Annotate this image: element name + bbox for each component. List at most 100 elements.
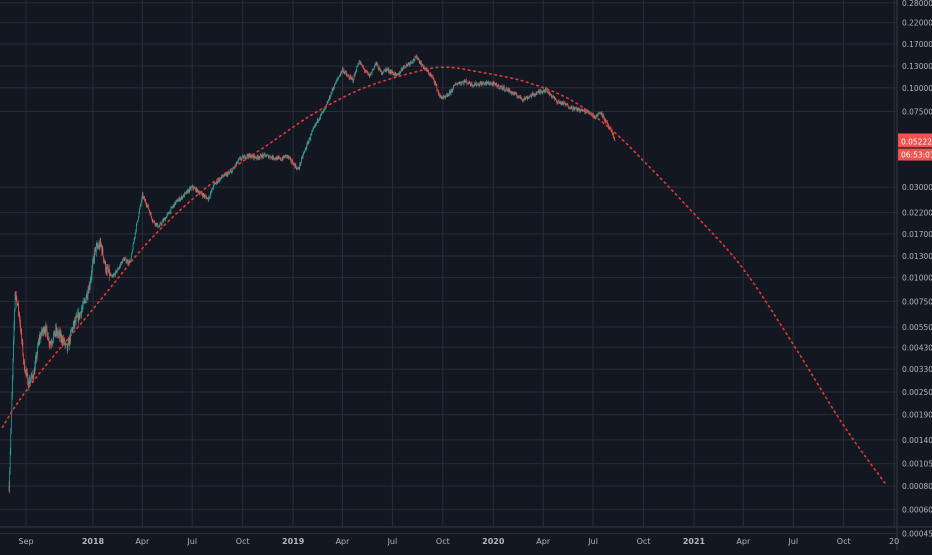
candle-body — [186, 190, 188, 192]
candle-body — [144, 197, 145, 201]
candle-body — [604, 119, 605, 121]
candle-body — [203, 195, 205, 197]
candle-body — [387, 68, 389, 70]
candle-body — [321, 111, 323, 113]
candle-body — [101, 246, 103, 253]
candle-body — [222, 176, 224, 178]
candle-body — [602, 114, 604, 117]
candle-body — [240, 157, 241, 160]
candle-body — [47, 339, 49, 341]
candle-body — [605, 120, 607, 122]
candle-body — [468, 81, 470, 84]
candle-body — [102, 248, 104, 256]
candle-body — [464, 80, 466, 82]
candle-body — [27, 374, 29, 385]
candle-body — [436, 84, 438, 90]
candle-body — [574, 107, 576, 109]
candle-body — [26, 372, 28, 375]
candle-body — [23, 354, 24, 360]
candle-body — [354, 74, 355, 76]
candle-body — [307, 142, 309, 145]
candle-body — [578, 107, 580, 110]
candle-body — [444, 96, 446, 98]
candle-body — [361, 63, 363, 65]
candle-body — [280, 157, 281, 160]
candle-body — [110, 273, 111, 276]
candle-body — [245, 158, 246, 159]
candle-body — [395, 72, 397, 74]
candle-body — [486, 81, 488, 84]
candle-body — [59, 332, 61, 337]
candle-body — [371, 70, 373, 73]
candle-body — [216, 181, 218, 184]
candle-body — [192, 185, 194, 188]
candle-body — [408, 63, 410, 64]
candle-body — [500, 86, 501, 88]
candle-body — [401, 69, 403, 70]
candle-body — [122, 258, 124, 260]
candle-body — [378, 67, 380, 70]
candle-body — [384, 69, 386, 71]
candle-body — [500, 86, 502, 87]
candle-body — [183, 194, 184, 198]
candle-body — [360, 62, 361, 65]
candle-body — [135, 224, 137, 231]
candle-body — [564, 102, 565, 105]
candle-body — [424, 67, 426, 70]
candle-body — [434, 82, 436, 84]
candle-body — [318, 120, 319, 122]
candle-body — [74, 321, 75, 325]
candle-body — [397, 75, 399, 76]
candle-body — [599, 113, 601, 114]
candle-body — [438, 93, 440, 96]
candle-body — [324, 108, 325, 110]
candle-body — [246, 154, 248, 157]
candle-body — [85, 298, 87, 303]
candle-body — [249, 154, 251, 156]
candle-body — [120, 263, 122, 265]
candle-body — [474, 84, 476, 86]
candle-body — [337, 78, 338, 80]
candle-body — [126, 260, 128, 262]
candle-body — [173, 204, 175, 207]
candle-body — [77, 314, 79, 321]
time-axis[interactable]: Sep 2018 Apr Jul Oct 2019 Apr Jul Oct 2020 Apr Jul O… — [0, 526, 932, 546]
candle-body — [455, 83, 456, 86]
candle-body — [530, 95, 531, 97]
candle-body — [313, 127, 314, 130]
candle-body — [508, 89, 510, 92]
candle-body — [546, 89, 548, 92]
candle-body — [227, 173, 229, 176]
candle-body — [255, 157, 257, 159]
time-tick-label: Apr — [536, 537, 551, 546]
candle-body — [341, 71, 342, 73]
candle-body — [511, 92, 513, 93]
candle-body — [303, 151, 305, 154]
candle-body — [221, 176, 223, 178]
candle-body — [93, 257, 94, 259]
candle-body — [484, 83, 485, 85]
candle-body — [235, 163, 237, 166]
candle-body — [30, 377, 32, 380]
candle-body — [289, 157, 291, 159]
candle-body — [137, 220, 138, 223]
candle-body — [386, 68, 388, 70]
candle-body — [189, 187, 191, 189]
candle-body — [305, 148, 307, 150]
candle-body — [392, 71, 393, 73]
candle-body — [510, 91, 512, 94]
price-labels: 0.0534450.05222706:53:01 — [898, 133, 932, 161]
candle-body — [301, 156, 303, 159]
candle-body — [110, 275, 112, 276]
candle-body — [303, 153, 304, 155]
candle-body — [608, 127, 610, 128]
candle-body — [332, 89, 333, 90]
candle-body — [101, 248, 103, 253]
candle-body — [261, 157, 263, 159]
candle-body — [491, 83, 493, 84]
candle-body — [21, 340, 23, 343]
